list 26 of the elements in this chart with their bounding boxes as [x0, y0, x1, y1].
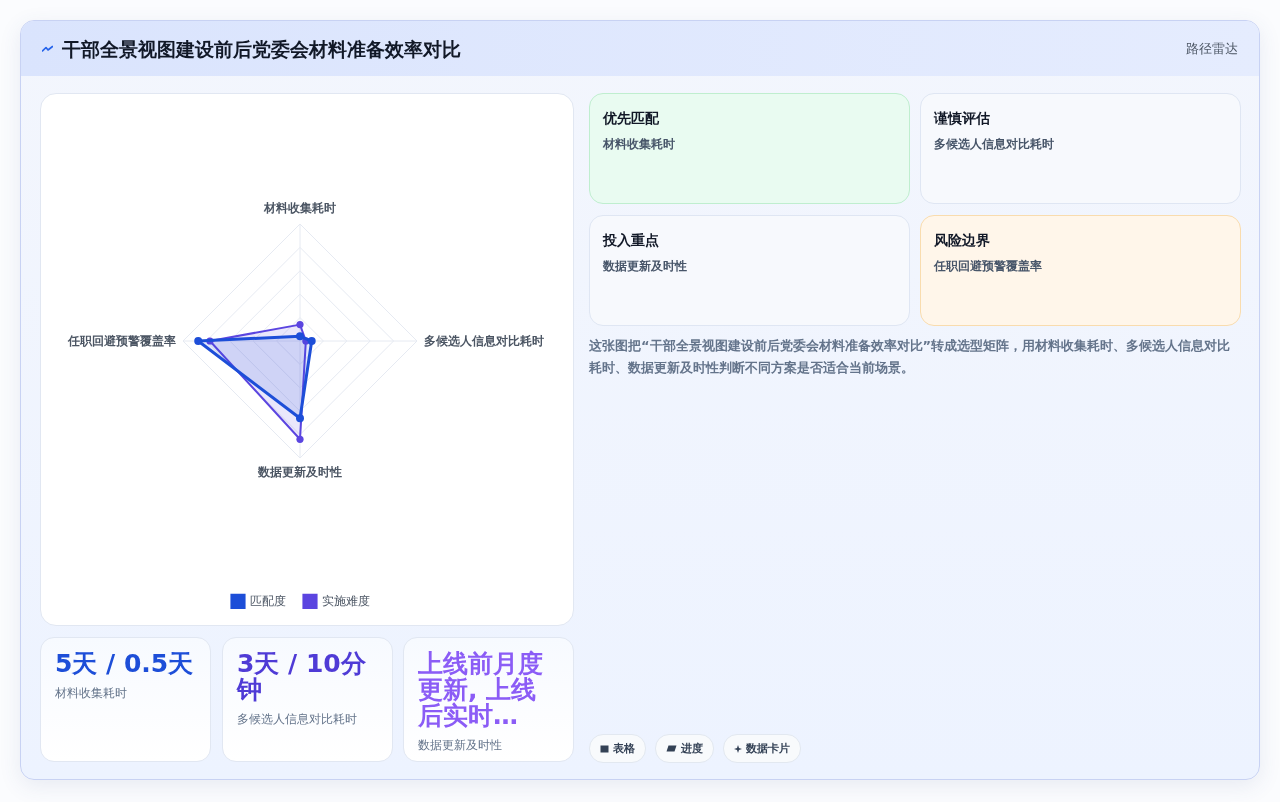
text: 进度	[681, 741, 703, 756]
text: 投入重点	[603, 231, 660, 249]
legend-label: 匹配度	[250, 594, 286, 609]
text: 任职回避预警覆盖率	[934, 258, 1043, 274]
text: 数据卡片	[746, 741, 790, 756]
text: 表格	[613, 741, 635, 756]
text: 3天 / 10分钟	[237, 649, 367, 704]
text: 风险边界	[934, 231, 991, 249]
text: 多候选人信息对比耗时	[237, 711, 358, 727]
text: 路径雷达	[1186, 40, 1238, 58]
legend-label: 实施难度	[322, 594, 370, 609]
spoke-label: 数据更新及时性	[257, 465, 342, 479]
spoke-label: 任职回避预警覆盖率	[67, 334, 176, 348]
text: 谨慎评估	[934, 109, 991, 127]
spoke-label: 多候选人信息对比耗时	[424, 334, 544, 348]
spoke-label: 材料收集耗时	[263, 201, 336, 215]
text: 上线前月度更新, 上线后实时…	[418, 649, 544, 730]
text: 材料收集耗时	[603, 136, 676, 152]
text: 干部全景视图建设前后党委会材料准备效率对比	[62, 37, 461, 62]
text: 数据更新及时性	[603, 258, 688, 274]
text: 优先匹配	[603, 109, 660, 127]
text: 材料收集耗时	[55, 685, 128, 701]
text: 多候选人信息对比耗时	[934, 136, 1055, 152]
text: 这张图把“干部全景视图建设前后党委会材料准备效率对比”转成选型矩阵，用材料收集耗时、多候选人信息对比耗时、数据更新及时性判断不同方案是否适合当前场景。	[589, 337, 1232, 377]
text: 5天 / 0.5天	[55, 649, 195, 678]
text: 数据更新及时性	[418, 737, 503, 753]
